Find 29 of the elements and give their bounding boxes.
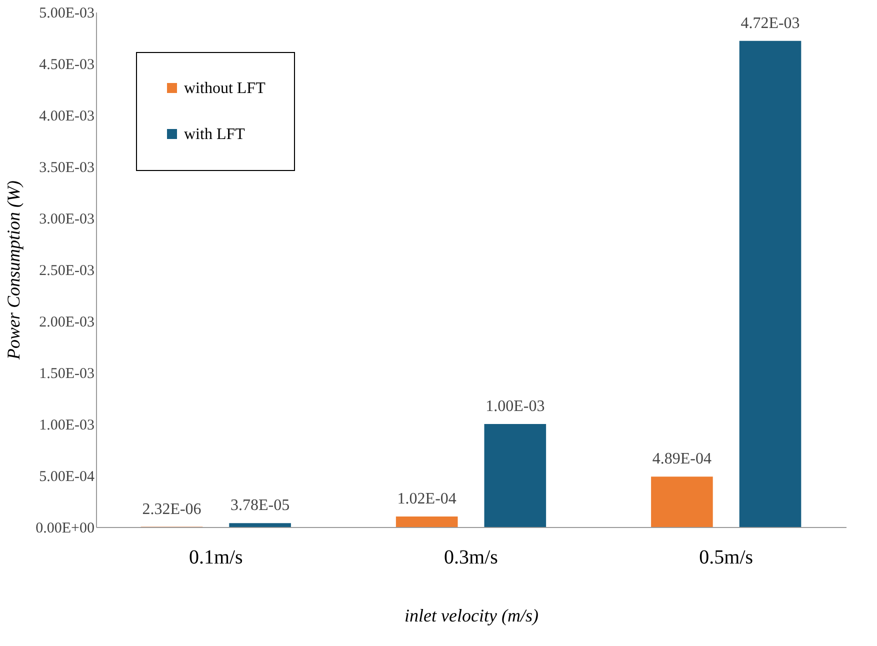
bar bbox=[396, 516, 458, 527]
y-tick-label: 3.00E-03 bbox=[39, 212, 94, 228]
y-tick-label: 1.50E-03 bbox=[39, 366, 94, 382]
x-tick-label: 0.5m/s bbox=[699, 546, 754, 568]
bar bbox=[651, 476, 713, 527]
x-tick-label: 0.3m/s bbox=[444, 546, 498, 568]
y-tick-label: 4.50E-03 bbox=[39, 57, 94, 73]
data-label: 2.32E-06 bbox=[142, 500, 202, 518]
y-tick-label: 1.00E-03 bbox=[39, 418, 94, 434]
x-tick-label: 0.1m/s bbox=[188, 546, 244, 568]
y-tick-label: 5.00E-04 bbox=[39, 469, 95, 485]
legend-label: without LFT bbox=[184, 80, 266, 97]
y-tick-label: 3.50E-03 bbox=[39, 160, 94, 176]
bar bbox=[484, 424, 546, 527]
legend-label: with LFT bbox=[184, 126, 246, 143]
y-tick-label: 4.00E-03 bbox=[39, 108, 94, 124]
y-tick-label: 2.00E-03 bbox=[39, 314, 94, 330]
data-label: 1.00E-03 bbox=[486, 398, 545, 415]
bar bbox=[229, 523, 291, 527]
data-label: 4.89E-04 bbox=[652, 450, 712, 468]
y-tick-label: 0.00E+00 bbox=[36, 520, 94, 536]
data-label: 4.72E-03 bbox=[740, 14, 800, 32]
data-label: 3.78E-05 bbox=[230, 497, 290, 514]
y-tick-label: 2.50E-03 bbox=[39, 263, 94, 279]
y-tick-label: 5.00E-03 bbox=[39, 6, 94, 22]
y-axis-title: Power Consumption (W) bbox=[4, 180, 24, 360]
data-label: 1.02E-04 bbox=[397, 490, 456, 508]
x-axis-title: inlet velocity (m/s) bbox=[404, 606, 538, 626]
bar bbox=[739, 40, 802, 527]
